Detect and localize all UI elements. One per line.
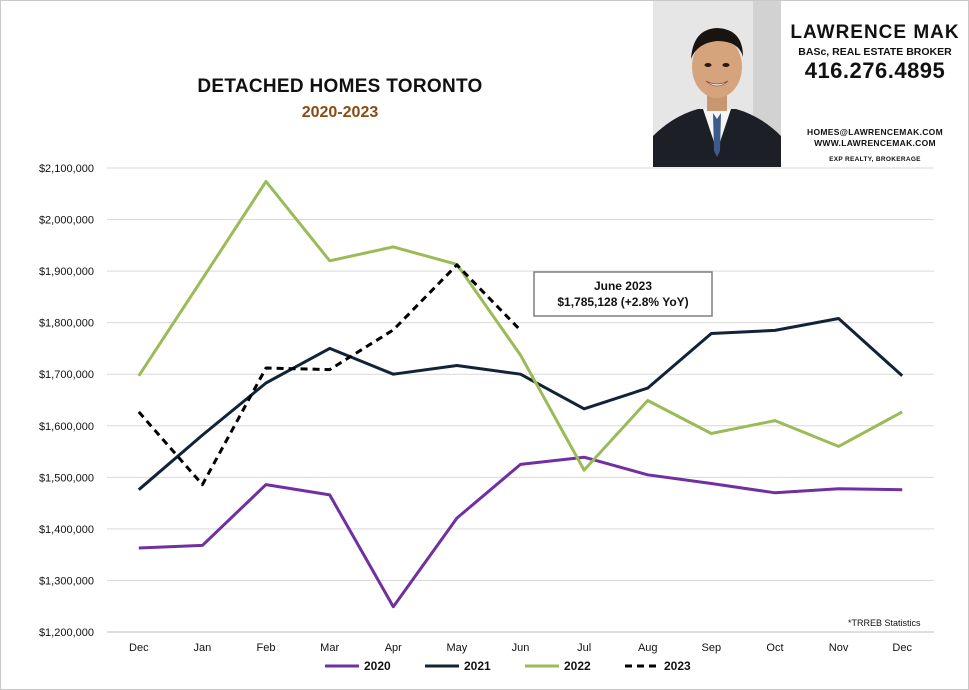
x-tick-label: Jun: [512, 642, 530, 654]
x-tick-label: Nov: [829, 642, 849, 654]
x-tick-label: Sep: [702, 642, 722, 654]
chart-title: DETACHED HOMES TORONTO: [197, 76, 483, 97]
y-tick-label: $2,100,000: [39, 163, 94, 175]
legend-label-2021: 2021: [464, 659, 491, 673]
agent-name: LAWRENCE MAK: [790, 22, 960, 43]
agent-branding: LAWRENCE MAK BASc, REAL ESTATE BROKER 41…: [790, 22, 960, 84]
y-tick-label: $1,400,000: [39, 524, 94, 536]
agent-photo: [653, 1, 781, 167]
series-line-2020: [138, 455, 903, 609]
agent-brokerage: EXP REALTY, BROKERAGE: [829, 156, 921, 163]
chart-subtitle: 2020-2023: [301, 104, 379, 121]
annotation-title: June 2023: [594, 279, 652, 293]
series-line-2022: [137, 179, 903, 472]
source-footnote: *TRREB Statistics: [848, 618, 921, 628]
y-tick-label: $1,200,000: [39, 627, 94, 639]
y-tick-label: $1,900,000: [39, 266, 94, 278]
agent-email: HOMES@LAWRENCEMAK.COM: [807, 127, 943, 137]
annotation-box: [533, 271, 713, 317]
x-tick-label: Jul: [577, 642, 591, 654]
y-tick-label: $1,300,000: [39, 575, 94, 587]
legend-label-2023: 2023: [664, 659, 691, 673]
series-line-2023: [137, 263, 522, 487]
legend-label-2022: 2022: [564, 659, 591, 673]
legend-label-2020: 2020: [364, 659, 391, 673]
y-tick-label: $2,000,000: [39, 215, 94, 227]
x-tick-label: Mar: [320, 642, 339, 654]
y-tick-label: $1,700,000: [39, 369, 94, 381]
x-tick-label: May: [446, 642, 467, 654]
y-tick-label: $1,800,000: [39, 318, 94, 330]
series-line-2021: [137, 317, 904, 491]
annotation-value: $1,785,128 (+2.8% YoY): [557, 295, 688, 309]
agent-website: WWW.LAWRENCEMAK.COM: [814, 138, 936, 148]
x-tick-label: Apr: [385, 642, 402, 654]
agent-role: BASc, REAL ESTATE BROKER: [798, 46, 952, 58]
x-tick-label: Oct: [766, 642, 783, 654]
y-tick-label: $1,600,000: [39, 421, 94, 433]
agent-contact: HOMES@LAWRENCEMAK.COM WWW.LAWRENCEMAK.CO…: [790, 127, 960, 165]
agent-phone: 416.276.4895: [804, 58, 946, 83]
x-tick-label: Dec: [129, 642, 149, 654]
x-tick-label: Jan: [194, 642, 212, 654]
x-tick-label: Feb: [257, 642, 276, 654]
x-tick-label: Dec: [892, 642, 912, 654]
y-tick-label: $1,500,000: [39, 472, 94, 484]
x-tick-label: Aug: [638, 642, 658, 654]
